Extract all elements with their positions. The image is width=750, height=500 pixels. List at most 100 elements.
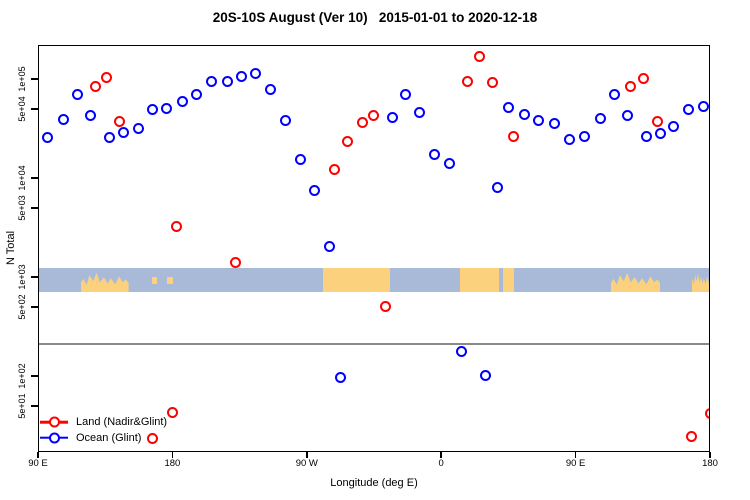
x-axis-title: Longitude (deg E) bbox=[330, 477, 418, 489]
x-tick-label: 180 bbox=[164, 458, 181, 469]
data-point-ocean bbox=[622, 110, 634, 122]
y-tick-label: 5e+04 bbox=[17, 96, 27, 122]
x-tick-label: 90 E bbox=[565, 458, 586, 469]
data-point-land bbox=[230, 257, 242, 269]
data-point-ocean bbox=[518, 108, 530, 120]
data-point-ocean bbox=[563, 134, 575, 146]
data-point-ocean bbox=[334, 371, 346, 383]
y-tick-mark bbox=[31, 177, 38, 179]
y-tick-mark bbox=[31, 405, 38, 407]
data-point-ocean bbox=[57, 114, 69, 126]
data-point-ocean bbox=[147, 104, 159, 116]
data-point-land bbox=[171, 221, 183, 233]
x-tick-mark bbox=[37, 452, 39, 458]
legend-entry: Land (Nadir&Glint) bbox=[39, 415, 259, 429]
data-point-ocean bbox=[323, 241, 335, 253]
data-point-ocean bbox=[264, 83, 276, 95]
data-point-ocean bbox=[479, 369, 491, 381]
data-point-ocean bbox=[85, 109, 97, 121]
data-point-land bbox=[507, 130, 519, 142]
data-point-land bbox=[686, 431, 698, 443]
data-point-ocean bbox=[594, 113, 606, 125]
y-tick-label: 5e+02 bbox=[17, 294, 27, 320]
data-point-land bbox=[379, 301, 391, 313]
x-tick-mark bbox=[574, 452, 577, 458]
y-tick-mark bbox=[31, 306, 38, 308]
data-point-land bbox=[704, 407, 709, 419]
data-point-ocean bbox=[103, 132, 115, 144]
y-tick-mark bbox=[31, 276, 38, 278]
data-point-land bbox=[113, 116, 125, 128]
data-point-ocean bbox=[429, 149, 441, 161]
data-point-land bbox=[146, 432, 158, 444]
data-point-ocean bbox=[491, 181, 503, 193]
data-point-ocean bbox=[41, 132, 53, 144]
y-tick-label: 1e+05 bbox=[17, 66, 27, 92]
data-point-ocean bbox=[443, 157, 455, 169]
y-tick-mark bbox=[31, 78, 38, 80]
y-tick-mark bbox=[31, 375, 38, 377]
data-point-ocean bbox=[386, 112, 398, 124]
data-point-land bbox=[341, 135, 353, 147]
data-point-ocean bbox=[280, 115, 292, 127]
y-tick-label: 1e+03 bbox=[17, 264, 27, 290]
reference-line bbox=[39, 343, 709, 345]
data-point-ocean bbox=[191, 89, 203, 101]
legend-label: Land (Nadir&Glint) bbox=[76, 416, 168, 428]
data-point-land bbox=[625, 81, 637, 93]
data-point-ocean bbox=[533, 114, 545, 126]
y-tick-label: 5e+01 bbox=[17, 393, 27, 419]
x-tick-mark bbox=[306, 452, 308, 458]
data-point-ocean bbox=[667, 121, 679, 132]
data-point-ocean bbox=[221, 75, 233, 87]
data-point-land bbox=[101, 71, 113, 83]
data-point-ocean bbox=[549, 117, 561, 129]
data-point-ocean bbox=[655, 127, 667, 139]
data-point-land bbox=[487, 76, 499, 88]
map-band-land-patch bbox=[167, 277, 173, 284]
data-point-ocean bbox=[399, 89, 411, 101]
plot-area: Land (Nadir&Glint) Ocean (Glint) bbox=[38, 45, 710, 452]
data-point-land bbox=[356, 117, 368, 129]
map-band-land-patch bbox=[322, 268, 390, 292]
chart-title: 20S-10S August (Ver 10) 2015-01-01 to 20… bbox=[212, 10, 538, 25]
legend-symbol-circle bbox=[48, 416, 60, 428]
data-point-land bbox=[638, 73, 650, 85]
legend-entry: Ocean (Glint) bbox=[39, 431, 259, 445]
data-point-land bbox=[329, 163, 341, 175]
data-point-land bbox=[89, 81, 101, 93]
map-band-land-patch bbox=[152, 277, 157, 284]
x-tick-label: 90 E bbox=[28, 458, 48, 469]
data-point-ocean bbox=[235, 71, 247, 83]
y-tick-label: 5e+03 bbox=[17, 195, 27, 221]
data-point-ocean bbox=[176, 96, 188, 108]
data-point-land bbox=[651, 116, 663, 128]
legend-label: Ocean (Glint) bbox=[76, 431, 142, 444]
data-point-ocean bbox=[578, 131, 590, 143]
data-point-land bbox=[473, 51, 485, 63]
map-band-land-patch bbox=[460, 268, 499, 292]
x-tick-mark bbox=[171, 452, 174, 458]
y-tick-label: 1e+02 bbox=[17, 363, 27, 389]
data-point-ocean bbox=[132, 122, 144, 134]
data-point-ocean bbox=[250, 68, 262, 80]
y-tick-mark bbox=[31, 108, 38, 110]
x-tick-label: 180 bbox=[702, 458, 718, 469]
x-tick-mark bbox=[440, 452, 442, 458]
data-point-ocean bbox=[503, 101, 515, 113]
x-tick-label: 90 W bbox=[295, 458, 318, 469]
map-band-land-patch bbox=[503, 268, 514, 292]
data-point-ocean bbox=[308, 185, 320, 197]
data-point-ocean bbox=[609, 89, 621, 101]
x-tick-label: 0 bbox=[438, 458, 444, 469]
data-point-ocean bbox=[698, 101, 709, 113]
data-point-ocean bbox=[72, 89, 84, 101]
y-tick-mark bbox=[31, 207, 38, 209]
x-tick-mark bbox=[709, 452, 711, 458]
data-point-ocean bbox=[641, 131, 653, 143]
data-point-ocean bbox=[414, 106, 426, 118]
y-axis-title: N Total bbox=[5, 230, 17, 266]
legend-symbol-circle bbox=[48, 432, 60, 443]
y-tick-label: 1e+04 bbox=[17, 165, 27, 191]
